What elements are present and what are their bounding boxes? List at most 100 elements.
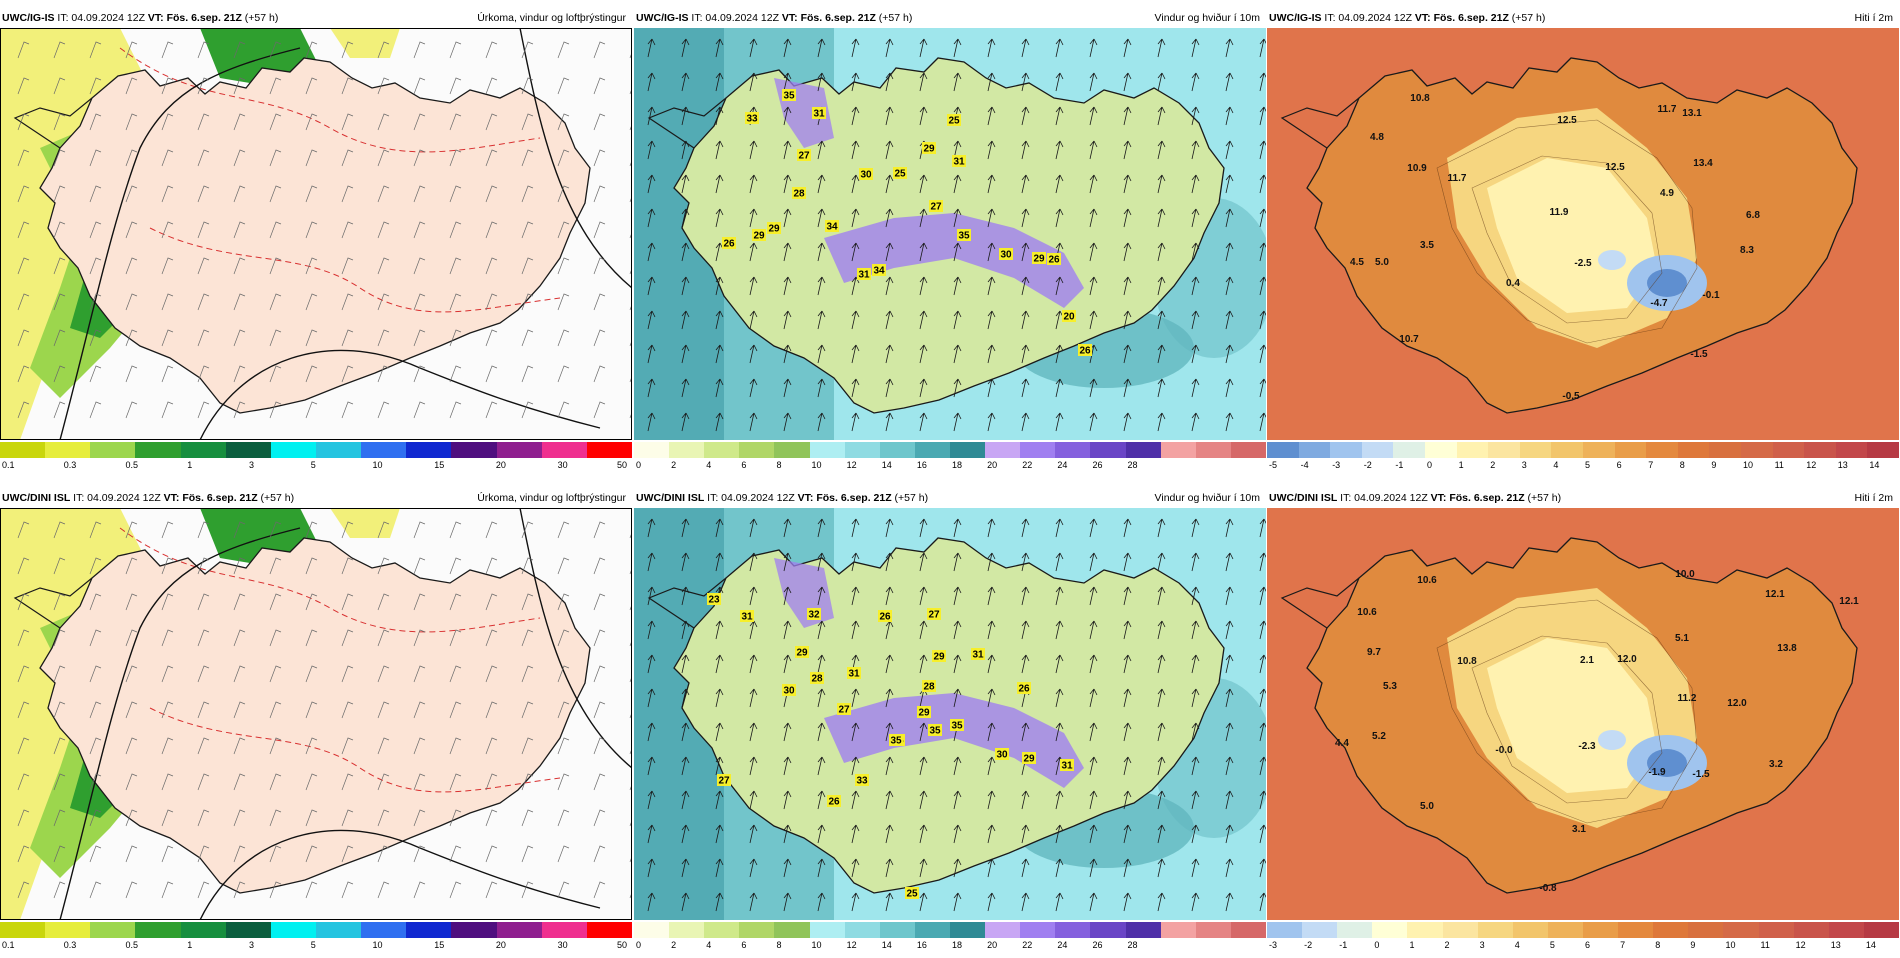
color-swatch [985, 442, 1021, 458]
gust-label-box [1078, 344, 1092, 356]
color-swatch [669, 922, 705, 938]
isobar-contours [59, 28, 632, 440]
colorbar-swatches [1267, 922, 1899, 938]
color-swatch [0, 922, 46, 938]
temperature-value: -0.0 [1495, 745, 1513, 756]
colorbar-tick-label: 13 [1830, 940, 1841, 950]
colorbar-tick-label: 12 [1806, 460, 1817, 470]
gust-label-box [1047, 253, 1061, 265]
gust-value: 28 [811, 674, 823, 685]
colorbar-tick-label: 12 [1795, 940, 1806, 950]
color-swatch [634, 922, 670, 938]
color-swatch [1477, 922, 1513, 938]
wind-arrows [647, 38, 1266, 432]
model-name: UWC/DINI ISL [2, 492, 71, 504]
lead-time: (+57 h) [260, 492, 295, 504]
gust-label-box [812, 107, 826, 119]
panel-title: Hiti í 2m [1854, 12, 1893, 24]
color-swatch [496, 922, 542, 938]
model-name: UWC/DINI ISL [636, 492, 705, 504]
gust-value: 31 [858, 270, 870, 281]
colorbar-legend: 0.1 0.3 0.5 1 3 5 10 15 20 30 50 [0, 440, 632, 478]
gust-value: 29 [933, 652, 945, 663]
map-canvas[interactable] [0, 508, 632, 920]
color-swatch [879, 442, 915, 458]
map-canvas[interactable]: 23 31 32 26 27 29 31 29 30 28 31 26 28 29 35 27 35 25 30 29… [634, 508, 1266, 920]
gust-value: 35 [890, 736, 902, 747]
color-swatch [1488, 442, 1520, 458]
colorbar-tick-label: 15 [434, 460, 445, 470]
color-swatch [361, 442, 407, 458]
map-canvas[interactable]: 35 31 33 27 30 25 29 31 28 29 29 26 34 27 35 30 31 34 29 26… [634, 28, 1266, 440]
map-canvas[interactable]: 10.0 10.6 12.1 12.1 10.6 9.7 10.8 12.0 5.1 13.8 5.… [1267, 508, 1899, 920]
map-canvas[interactable] [0, 28, 632, 440]
colorbar-tick-label: 30 [557, 940, 568, 950]
temperature-value: 10.0 [1675, 569, 1695, 580]
colorbar-tick-label: 8 [776, 460, 782, 470]
colorbar-tick-label: -1 [1339, 940, 1348, 950]
color-swatch [1330, 442, 1362, 458]
temperature-value: 11.9 [1550, 207, 1569, 218]
colorbar-tick-label: 7 [1648, 460, 1654, 470]
temperature-value: 13.4 [1693, 158, 1713, 169]
temperature-value: 5.1 [1675, 633, 1689, 644]
temperature-value: 5.2 [1372, 731, 1386, 742]
color-swatch [406, 442, 452, 458]
wind-barbs [17, 521, 632, 899]
gust-value: 31 [1061, 761, 1073, 772]
color-swatch [361, 922, 407, 938]
gust-value: 27 [718, 776, 730, 787]
temperature-value: 10.8 [1457, 656, 1477, 667]
init-time: IT: 04.09.2024 12Z [57, 12, 145, 24]
temperature-value: 5.3 [1383, 681, 1397, 692]
gust-label-box [752, 229, 766, 241]
gust-value: 31 [848, 669, 860, 680]
colorbar-tick-label: 0.1 [2, 460, 15, 470]
valid-time-label: VT: [781, 12, 798, 24]
colorbar-tick-label: 4 [1514, 940, 1520, 950]
lead-time: (+57 h) [244, 12, 279, 24]
color-swatch [949, 442, 986, 458]
gust-label-box [827, 795, 841, 807]
gust-label-box [889, 734, 903, 746]
map-panel-temp: UWC/DINI ISL IT: 04.09.2024 12Z VT: Fös.… [1267, 488, 1899, 958]
map-canvas[interactable]: 10.8 4.8 10.9 11.7 12.5 12.5 11.7 13.1 13.4 4.9 6.… [1267, 28, 1899, 440]
color-swatch [1337, 922, 1373, 938]
map-panel-wind: UWC/DINI ISL IT: 04.09.2024 12Z VT: Fös.… [634, 488, 1266, 958]
gust-value: 29 [768, 224, 780, 235]
colorbar-tick-label: 14 [881, 940, 892, 950]
colorbar-ticks: 0.1 0.3 0.5 1 3 5 10 15 20 30 50 [0, 460, 632, 474]
colorbar-tick-label: 28 [1127, 940, 1138, 950]
gust-label-box [717, 774, 731, 786]
colorbar-tick-label: 14 [881, 460, 892, 470]
panel-header: UWC/DINI ISL IT: 04.09.2024 12Z VT: Fös.… [634, 488, 1266, 508]
temperature-value: 13.8 [1777, 643, 1797, 654]
temperature-contours [1436, 599, 1698, 824]
colorbar-tick-label: 20 [495, 460, 506, 470]
colorbar-tick-label: 0.3 [63, 460, 77, 470]
temperature-value: -1.5 [1690, 349, 1708, 360]
colorbar-tick-label: 2 [671, 940, 677, 950]
gust-label-box [859, 168, 873, 180]
gust-value: 34 [826, 222, 838, 233]
panel-title: Úrkoma, vindur og loftþrýstingur [477, 12, 626, 24]
gust-value: 29 [753, 231, 765, 242]
colorbar-tick-label: -3 [1332, 460, 1341, 470]
colorbar-tick-label: 9 [1711, 460, 1717, 470]
panel-title: Vindur og hviður í 10m [1154, 492, 1260, 504]
color-swatch [225, 922, 271, 938]
colorbar-tick-label: 3 [1479, 940, 1485, 950]
color-swatch [739, 922, 775, 938]
lead-time: (+57 h) [1511, 12, 1546, 24]
gust-label-box [707, 593, 721, 605]
color-swatch [1267, 442, 1299, 458]
gust-label-box [847, 667, 861, 679]
gust-value: 31 [741, 612, 753, 623]
colorbar-tick-label: 0 [1374, 940, 1380, 950]
gust-label-box [810, 672, 824, 684]
color-swatch [1646, 442, 1678, 458]
temperature-dashed-contours [119, 527, 561, 793]
color-swatch [1835, 442, 1868, 458]
gust-label-box [857, 268, 871, 280]
color-swatch [809, 442, 845, 458]
